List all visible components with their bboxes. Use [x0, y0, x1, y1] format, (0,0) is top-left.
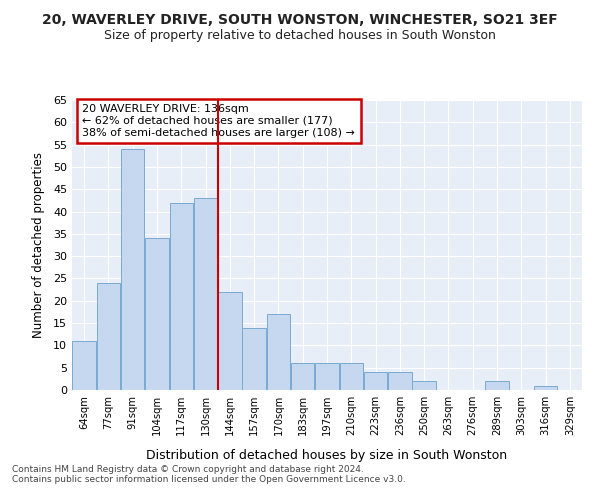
Bar: [364, 372, 388, 390]
Bar: [170, 202, 193, 390]
Bar: [145, 238, 169, 390]
Bar: [412, 381, 436, 390]
X-axis label: Distribution of detached houses by size in South Wonston: Distribution of detached houses by size …: [146, 449, 508, 462]
Bar: [291, 363, 314, 390]
Y-axis label: Number of detached properties: Number of detached properties: [32, 152, 44, 338]
Bar: [194, 198, 217, 390]
Bar: [388, 372, 412, 390]
Text: Size of property relative to detached houses in South Wonston: Size of property relative to detached ho…: [104, 29, 496, 42]
Text: 20 WAVERLEY DRIVE: 136sqm
← 62% of detached houses are smaller (177)
38% of semi: 20 WAVERLEY DRIVE: 136sqm ← 62% of detac…: [82, 104, 355, 138]
Bar: [73, 341, 96, 390]
Bar: [534, 386, 557, 390]
Bar: [121, 149, 145, 390]
Bar: [485, 381, 509, 390]
Bar: [340, 363, 363, 390]
Bar: [266, 314, 290, 390]
Bar: [97, 283, 120, 390]
Bar: [218, 292, 242, 390]
Bar: [242, 328, 266, 390]
Bar: [315, 363, 339, 390]
Text: Contains HM Land Registry data © Crown copyright and database right 2024.: Contains HM Land Registry data © Crown c…: [12, 466, 364, 474]
Text: Contains public sector information licensed under the Open Government Licence v3: Contains public sector information licen…: [12, 476, 406, 484]
Text: 20, WAVERLEY DRIVE, SOUTH WONSTON, WINCHESTER, SO21 3EF: 20, WAVERLEY DRIVE, SOUTH WONSTON, WINCH…: [42, 12, 558, 26]
